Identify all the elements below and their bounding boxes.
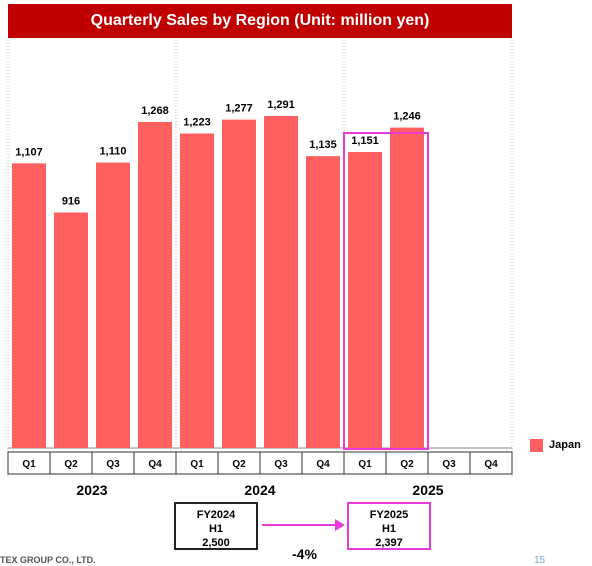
data-label: 916 xyxy=(62,195,80,207)
year-label: 2023 xyxy=(76,482,107,498)
data-label: 1,110 xyxy=(100,146,127,158)
bar xyxy=(264,116,298,449)
bar xyxy=(138,121,172,448)
yoy-change: -4% xyxy=(292,546,317,562)
fy2025-period: H1 xyxy=(381,523,397,535)
quarter-tick-label: Q4 xyxy=(148,459,162,470)
data-label: 1,291 xyxy=(267,99,295,111)
data-label: 1,107 xyxy=(15,146,43,158)
comparison-arrowhead xyxy=(335,519,345,531)
bar xyxy=(54,212,88,448)
bar xyxy=(12,163,46,449)
legend: Japan xyxy=(530,438,581,452)
quarter-tick-label: Q4 xyxy=(484,459,498,470)
quarter-tick-label: Q3 xyxy=(442,459,456,470)
fy2024-label: FY2024 xyxy=(196,509,236,521)
legend-swatch-japan xyxy=(530,438,543,452)
bar xyxy=(390,127,424,448)
fy2024-h1-box: FY2024 H1 2,500 xyxy=(174,502,258,550)
bar xyxy=(222,119,256,448)
quarter-tick-label: Q1 xyxy=(22,459,36,470)
quarter-tick-label: Q1 xyxy=(358,459,372,470)
quarter-tick-label: Q3 xyxy=(274,459,288,470)
data-label: 1,268 xyxy=(141,105,169,117)
data-label: 1,151 xyxy=(351,135,379,147)
year-label: 2024 xyxy=(244,482,275,498)
fy2025-value: 2,397 xyxy=(375,537,403,549)
page-number: 15 xyxy=(534,555,546,566)
bar xyxy=(96,162,130,449)
quarter-tick-label: Q1 xyxy=(190,459,204,470)
legend-label-japan: Japan xyxy=(549,439,581,451)
data-label: 1,223 xyxy=(183,117,211,129)
quarter-tick-label: Q2 xyxy=(64,459,78,470)
chart-title: Quarterly Sales by Region (Unit: million… xyxy=(8,4,512,38)
fy2024-value: 2,500 xyxy=(202,537,230,549)
bar xyxy=(348,152,382,448)
fy2024-period: H1 xyxy=(208,523,224,535)
quarter-tick-label: Q4 xyxy=(316,459,330,470)
year-label: 2025 xyxy=(412,482,443,498)
data-label: 1,246 xyxy=(393,111,421,123)
footer-company: TEX GROUP CO., LTD. xyxy=(0,555,96,565)
quarter-tick-label: Q2 xyxy=(400,459,414,470)
data-label: 1,277 xyxy=(225,103,253,115)
fy2025-h1-box: FY2025 H1 2,397 xyxy=(347,502,431,550)
quarter-tick-label: Q2 xyxy=(232,459,246,470)
bar xyxy=(306,156,340,448)
data-label: 1,135 xyxy=(309,139,337,151)
quarter-cell xyxy=(469,451,513,475)
quarter-tick-label: Q3 xyxy=(106,459,120,470)
bar xyxy=(180,133,214,448)
highlight-fy2025-h1 xyxy=(343,132,429,450)
fy2025-label: FY2025 xyxy=(369,509,409,521)
